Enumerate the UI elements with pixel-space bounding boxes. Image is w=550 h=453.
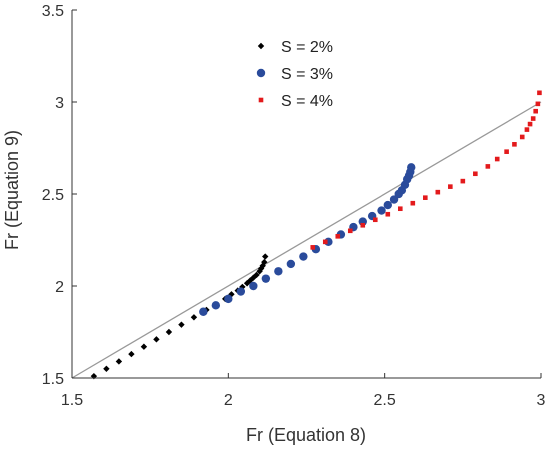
data-point (533, 108, 538, 114)
data-point (322, 239, 328, 245)
data-point (524, 127, 530, 132)
data-point (460, 178, 466, 184)
data-point (286, 259, 296, 269)
data-point (262, 253, 269, 260)
data-point (519, 134, 525, 140)
legend-marker (257, 42, 265, 50)
y-axis-title: Fr (Equation 9) (2, 130, 22, 250)
plot-area (71, 90, 542, 380)
data-point (115, 358, 123, 365)
data-point (224, 294, 233, 304)
data-point (473, 171, 478, 177)
data-point (128, 350, 135, 358)
series-3 (310, 90, 542, 250)
data-point (504, 149, 509, 154)
x-tick-label: 2 (224, 392, 233, 409)
data-point (383, 200, 392, 210)
reference-line-1to1 (71, 101, 542, 379)
x-tick-label: 3 (537, 392, 546, 409)
data-point (199, 307, 208, 316)
data-point (407, 163, 416, 172)
x-axis-title: Fr (Equation 8) (246, 425, 366, 445)
data-point (247, 277, 254, 284)
y-tick-label: 2.5 (42, 187, 64, 204)
y-tick-label: 3.5 (42, 3, 64, 20)
data-point (377, 206, 386, 215)
data-point (372, 217, 378, 223)
data-point (423, 195, 428, 200)
data-point (249, 281, 258, 291)
data-point (310, 245, 316, 250)
data-point (253, 271, 260, 279)
data-point (236, 287, 246, 296)
data-point (535, 101, 541, 107)
data-point (211, 301, 221, 310)
data-point (103, 365, 110, 372)
data-point (261, 274, 271, 283)
data-point (494, 156, 500, 162)
legend-label: S = 2% (281, 39, 333, 56)
legend-label: S = 3% (281, 66, 333, 83)
data-point (530, 116, 536, 121)
data-point (485, 164, 491, 169)
y-tick-label: 2 (55, 279, 64, 296)
data-point (190, 314, 198, 321)
data-point (512, 142, 517, 147)
data-point (527, 121, 533, 127)
data-point (448, 184, 453, 189)
legend-marker (256, 68, 266, 78)
data-point (299, 252, 308, 261)
data-point (153, 336, 160, 343)
data-point (165, 328, 173, 336)
data-point (178, 321, 185, 328)
data-point (435, 189, 441, 195)
data-point (385, 211, 391, 217)
x-tick-label: 1.5 (61, 392, 83, 409)
y-tick-label: 1.5 (42, 371, 64, 388)
data-point (335, 234, 341, 239)
legend: S = 2% S = 3% S = 4% (256, 39, 333, 110)
data-point (537, 90, 542, 96)
data-point (261, 258, 268, 266)
data-point (398, 206, 403, 212)
data-point (140, 343, 148, 350)
series-1 (90, 253, 269, 380)
legend-label: S = 4% (281, 93, 333, 110)
data-point (360, 222, 366, 228)
y-tick-label: 3 (55, 95, 64, 112)
x-tick-label: 2.5 (374, 392, 396, 409)
data-point (347, 228, 353, 234)
legend-marker (258, 97, 264, 103)
data-point (389, 195, 399, 204)
data-point (274, 267, 283, 276)
axes: 1.5 2 2.5 3 1.5 2 2.5 3 3.5 (42, 3, 546, 409)
data-point (410, 200, 416, 206)
